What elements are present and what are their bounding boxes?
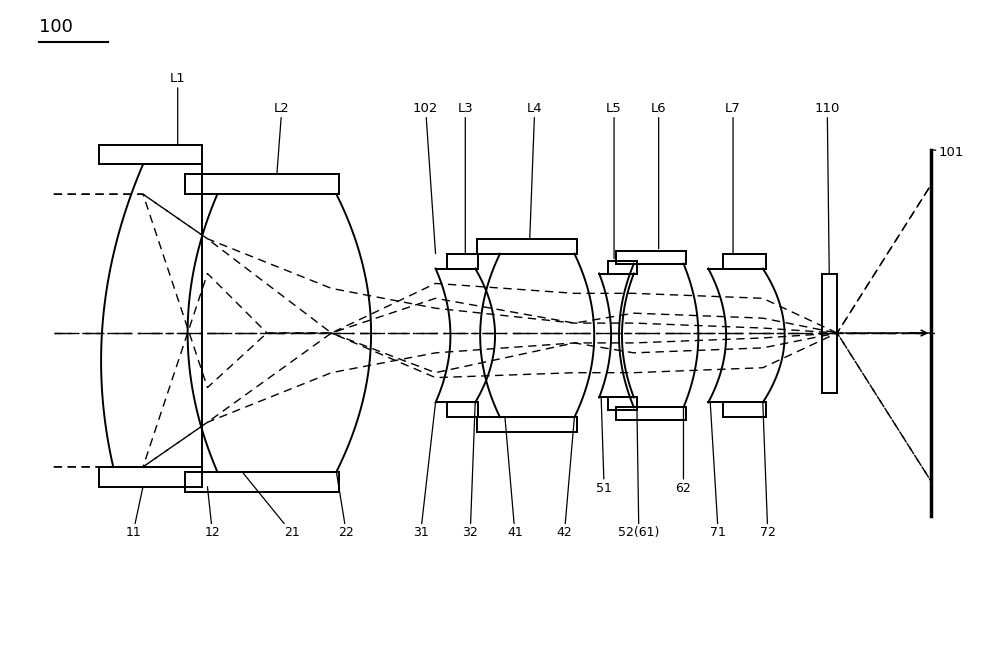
- Text: L5: L5: [606, 102, 622, 259]
- Text: L7: L7: [725, 102, 741, 254]
- Text: L1: L1: [170, 72, 186, 144]
- Text: 62: 62: [676, 407, 691, 495]
- Text: 32: 32: [462, 402, 478, 539]
- Text: 31: 31: [413, 402, 436, 539]
- Text: L4: L4: [527, 102, 543, 238]
- Text: 12: 12: [205, 487, 220, 539]
- Text: 51: 51: [596, 397, 612, 495]
- Text: 102: 102: [413, 102, 438, 254]
- Text: L2: L2: [274, 102, 290, 174]
- Text: 42: 42: [557, 418, 574, 539]
- Text: L6: L6: [651, 102, 666, 248]
- Text: 71: 71: [710, 402, 726, 539]
- Text: 41: 41: [505, 418, 523, 539]
- Text: 110: 110: [815, 102, 840, 273]
- Text: 52(61): 52(61): [618, 402, 660, 539]
- Text: 101: 101: [931, 146, 964, 160]
- Text: L3: L3: [457, 102, 473, 254]
- Text: 22: 22: [336, 472, 354, 539]
- Text: 72: 72: [760, 402, 776, 539]
- Text: 11: 11: [125, 487, 143, 539]
- Text: 21: 21: [242, 472, 300, 539]
- Text: 100: 100: [39, 17, 73, 35]
